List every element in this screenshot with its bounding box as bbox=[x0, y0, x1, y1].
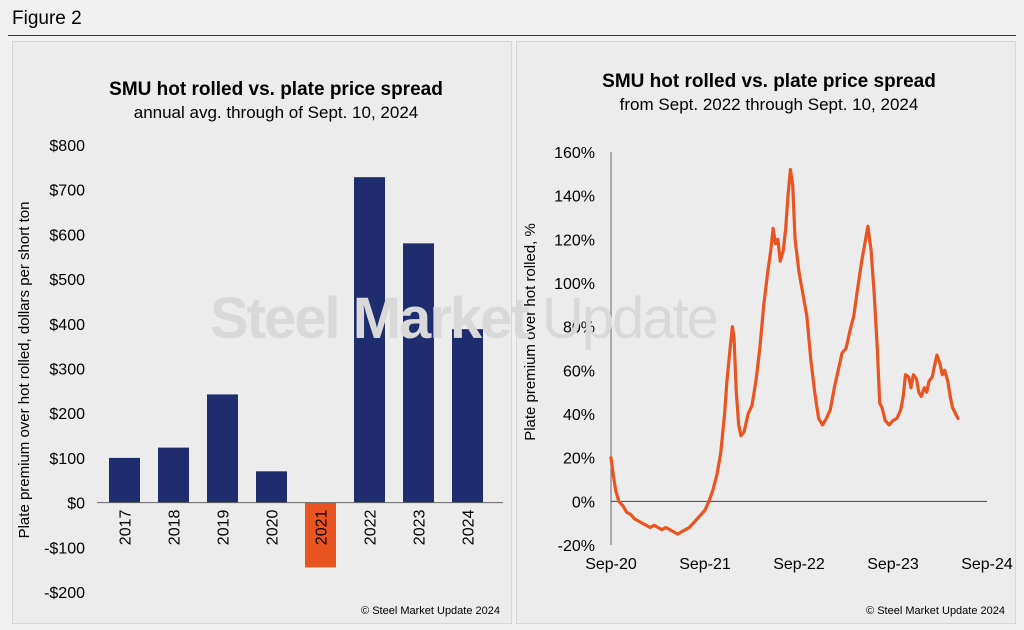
bar-x-tick-label: 2023 bbox=[412, 509, 429, 545]
bar-x-tick-label: 2024 bbox=[461, 509, 478, 545]
line-x-tick-label: Sep-21 bbox=[679, 556, 731, 573]
bar bbox=[452, 329, 483, 503]
figure-label: Figure 2 bbox=[12, 8, 82, 29]
line-y-tick-label: 0% bbox=[572, 494, 595, 511]
bar-chart-y-axis-label: Plate premium over hot rolled, dollars p… bbox=[16, 202, 33, 539]
bar-chart: SMU hot rolled vs. plate price spread an… bbox=[16, 79, 503, 617]
line-chart-y-axis-label: Plate premium over hot rolled, % bbox=[522, 223, 539, 441]
bar-y-tick-label: $700 bbox=[49, 183, 85, 200]
line-y-tick-label: -20% bbox=[558, 538, 595, 555]
bar bbox=[256, 471, 287, 503]
bar-chart-panel: SMU hot rolled vs. plate price spread an… bbox=[12, 41, 512, 624]
bar-chart-subtitle: annual avg. through of Sept. 10, 2024 bbox=[134, 103, 419, 122]
line-chart-panel: SMU hot rolled vs. plate price spread fr… bbox=[516, 41, 1016, 624]
bar-x-tick-label: 2020 bbox=[265, 509, 282, 545]
series-line bbox=[609, 167, 960, 536]
line-chart: SMU hot rolled vs. plate price spread fr… bbox=[522, 71, 1013, 617]
bar-y-tick-label: $400 bbox=[49, 317, 85, 334]
bar-chart-copyright: © Steel Market Update 2024 bbox=[361, 605, 500, 617]
bar-x-tick-label: 2021 bbox=[314, 509, 331, 545]
watermark-light: Update bbox=[541, 286, 719, 351]
bar bbox=[403, 243, 434, 503]
watermark-bold: Steel Market bbox=[210, 286, 530, 351]
line-x-tick-label: Sep-22 bbox=[773, 556, 825, 573]
line-chart-title: SMU hot rolled vs. plate price spread bbox=[602, 71, 936, 92]
line-y-tick-label: 80% bbox=[563, 320, 595, 337]
bar bbox=[207, 394, 238, 503]
line-y-tick-label: 100% bbox=[554, 276, 595, 293]
bar-y-tick-label: -$200 bbox=[44, 585, 85, 602]
line-x-tick-label: Sep-20 bbox=[585, 556, 637, 573]
bar-x-tick-label: 2018 bbox=[167, 509, 184, 545]
bar-x-tick-label: 2017 bbox=[118, 509, 135, 545]
bar-y-tick-label: $500 bbox=[49, 272, 85, 289]
bar-chart-title: SMU hot rolled vs. plate price spread bbox=[109, 79, 443, 100]
line-y-tick-label: 160% bbox=[554, 145, 595, 162]
bar bbox=[158, 447, 189, 503]
line-y-tick-label: 60% bbox=[563, 363, 595, 380]
bar bbox=[109, 457, 140, 503]
bar-y-tick-label: $800 bbox=[49, 138, 85, 155]
line-chart-copyright: © Steel Market Update 2024 bbox=[866, 605, 1005, 617]
bar-y-tick-label: -$100 bbox=[44, 540, 85, 557]
bar-y-tick-label: $600 bbox=[49, 227, 85, 244]
bar-y-tick-label: $100 bbox=[49, 451, 85, 468]
bar bbox=[305, 502, 336, 568]
bar-x-tick-label: 2019 bbox=[216, 509, 233, 545]
bar-y-tick-label: $200 bbox=[49, 406, 85, 423]
line-y-tick-label: 120% bbox=[554, 232, 595, 249]
line-x-tick-label: Sep-24 bbox=[961, 556, 1013, 573]
line-y-tick-label: 140% bbox=[554, 189, 595, 206]
bar-y-tick-label: $300 bbox=[49, 362, 85, 379]
bar-x-tick-label: 2022 bbox=[363, 509, 380, 545]
header-divider bbox=[8, 35, 1016, 36]
bar-y-tick-label: $0 bbox=[67, 496, 85, 513]
line-chart-subtitle: from Sept. 2022 through Sept. 10, 2024 bbox=[620, 95, 919, 114]
line-y-tick-label: 20% bbox=[563, 451, 595, 468]
bar bbox=[354, 177, 385, 503]
line-x-tick-label: Sep-23 bbox=[867, 556, 919, 573]
line-y-tick-label: 40% bbox=[563, 407, 595, 424]
watermark: Steel Market Update bbox=[210, 285, 719, 352]
